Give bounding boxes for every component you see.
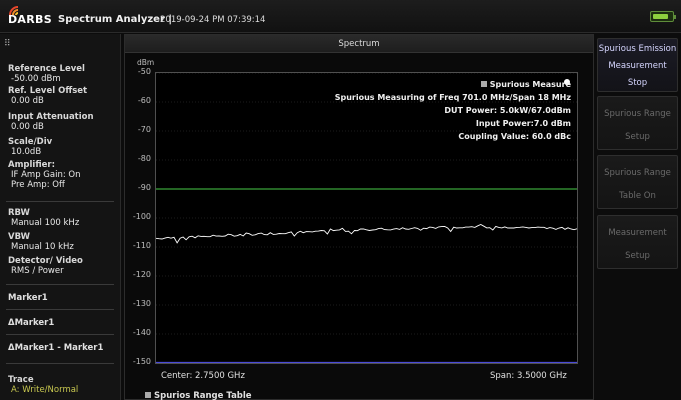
- input-attenuation[interactable]: Input Attenuation 0.00 dB: [8, 112, 94, 132]
- rbw-value: Manual 100 kHz: [11, 218, 80, 228]
- battery-icon: [650, 11, 676, 22]
- grip-icon[interactable]: ⠿: [4, 39, 11, 49]
- top-bar: DARBS Spectrum Analyzer | 2019-09-24 PM …: [0, 0, 681, 33]
- dut-power: DUT Power: 5.0kW/67.0dBm: [444, 106, 571, 115]
- spectrum-panel: Spectrum dBm -50 -60 -70 -80 -90 -100 -110 -120…: [124, 34, 594, 400]
- unit-label: dBm: [137, 58, 155, 67]
- spectrum-plot[interactable]: [155, 72, 578, 364]
- y-tick-label: -110: [132, 241, 151, 250]
- spurious-range-table-label[interactable]: Spurios Range Table: [145, 391, 252, 400]
- amplifier[interactable]: Amplifier: IF Amp Gain: On Pre Amp: Off: [8, 160, 80, 190]
- divider: [6, 334, 114, 335]
- span-frequency: Span: 3.5000 GHz: [490, 371, 567, 381]
- y-tick-label: -50: [137, 67, 151, 76]
- delta-marker1-minus-marker1[interactable]: ΔMarker1 - Marker1: [8, 343, 104, 353]
- spurious-range-setup-button[interactable]: Spurious Range Setup: [597, 96, 678, 150]
- battery-fill: [653, 14, 669, 19]
- ref-level-offset-label: Ref. Level Offset: [8, 86, 88, 96]
- softkey-line: Setup: [625, 132, 650, 142]
- rbw[interactable]: RBW Manual 100 kHz: [8, 208, 79, 228]
- trace-a-line: [155, 223, 578, 244]
- vbw[interactable]: VBW Manual 10 kHz: [8, 232, 74, 252]
- input-attenuation-label: Input Attenuation: [8, 112, 94, 122]
- softkey-line: Measurement: [608, 228, 667, 238]
- softkey-panel: Spurious Emission Measurement Stop Spuri…: [597, 34, 681, 400]
- ref-level-offset[interactable]: Ref. Level Offset 0.00 dB: [8, 86, 87, 106]
- y-tick-label: -100: [132, 212, 151, 221]
- measure-freq: Spurious Measuring of Freq 701.0 MHz/Spa…: [334, 93, 571, 102]
- darbs-logo-icon: [9, 6, 19, 16]
- scale-div-label: Scale/Div: [8, 137, 53, 147]
- y-tick-label: -80: [137, 154, 151, 163]
- spectrum-chart: [155, 72, 578, 364]
- reference-level-value: -50.00 dBm: [11, 74, 61, 84]
- parameter-panel: ⠿ Reference Level -50.00 dBm Ref. Level …: [0, 34, 121, 400]
- y-tick-label: -130: [132, 299, 151, 308]
- detector-label: Detector/ Video: [8, 256, 83, 266]
- pre-amp-value: Pre Amp: Off: [11, 180, 65, 190]
- ref-level-offset-value: 0.00 dB: [11, 96, 44, 106]
- table-label-text: Spurios Range Table: [154, 391, 252, 400]
- measure-title: Spurious Measure: [480, 80, 571, 89]
- spurious-emission-stop-button[interactable]: Spurious Emission Measurement Stop: [597, 38, 678, 92]
- detector-value: RMS / Power: [11, 266, 64, 276]
- detector-video[interactable]: Detector/ Video RMS / Power: [8, 256, 83, 276]
- app-title: Spectrum Analyzer |: [58, 14, 173, 25]
- timestamp: 2019-09-24 PM 07:39:14: [160, 15, 266, 25]
- coupling-value: Coupling Value: 60.0 dBc: [458, 132, 571, 141]
- input-attenuation-value: 0.00 dB: [11, 122, 44, 132]
- softkey-line: Setup: [625, 251, 650, 261]
- rbw-label: RBW: [8, 208, 30, 218]
- divider: [6, 363, 114, 364]
- divider: [6, 201, 114, 202]
- reference-level-label: Reference Level: [8, 64, 85, 74]
- center-frequency: Center: 2.7500 GHz: [161, 371, 245, 381]
- marker1[interactable]: Marker1: [8, 293, 48, 303]
- softkey-line: Measurement: [608, 61, 667, 71]
- delta-marker1[interactable]: ΔMarker1: [8, 318, 55, 328]
- softkey-line: Spurious Emission: [598, 44, 677, 54]
- softkey-line: Spurious Range: [604, 109, 671, 119]
- scale-div-value: 10.0dB: [11, 147, 42, 157]
- divider: [6, 284, 114, 285]
- y-tick-label: -120: [132, 270, 151, 279]
- if-amp-gain-value: IF Amp Gain: On: [11, 170, 81, 180]
- measurement-setup-button[interactable]: Measurement Setup: [597, 215, 678, 269]
- y-tick-label: -150: [132, 357, 151, 366]
- spectrum-header: Spectrum: [125, 35, 593, 53]
- measure-title-text: Spurious Measure: [489, 80, 571, 89]
- trace[interactable]: Trace A: Write/Normal: [8, 375, 78, 395]
- vbw-value: Manual 10 kHz: [11, 242, 74, 252]
- trace-value: A: Write/Normal: [11, 385, 79, 395]
- softkey-line: Spurious Range: [604, 168, 671, 178]
- trace-label: Trace: [8, 375, 34, 385]
- indicator-dot: [564, 79, 570, 85]
- y-tick-label: -140: [132, 328, 151, 337]
- input-power: Input Power:7.0 dBm: [475, 119, 571, 128]
- y-tick-label: -90: [137, 183, 151, 192]
- divider: [6, 309, 114, 310]
- softkey-line: Stop: [627, 78, 648, 88]
- logo-text: DARBS: [8, 13, 52, 26]
- reference-level[interactable]: Reference Level -50.00 dBm: [8, 64, 85, 84]
- scale-div[interactable]: Scale/Div 10.0dB: [8, 137, 52, 157]
- vbw-label: VBW: [8, 232, 30, 242]
- y-tick-label: -60: [137, 96, 151, 105]
- spurious-range-table-on-button[interactable]: Spurious Range Table On: [597, 155, 678, 209]
- amplifier-label: Amplifier:: [8, 160, 56, 170]
- softkey-line: Table On: [619, 191, 656, 201]
- y-tick-label: -70: [137, 125, 151, 134]
